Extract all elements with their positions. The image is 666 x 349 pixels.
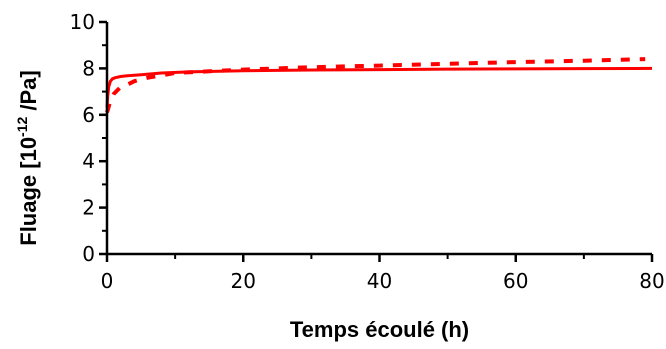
series-line-dashed xyxy=(105,57,646,114)
x-tick-label: 40 xyxy=(367,269,392,293)
y-tick-label: 10 xyxy=(70,10,95,34)
ticks-layer: 0 2 4 6 8 10 0 20 40 60 80 xyxy=(70,10,665,293)
x-tick-label: 0 xyxy=(101,269,114,293)
x-tick-label: 80 xyxy=(639,269,664,293)
y-tick-label: 4 xyxy=(82,149,95,173)
y-tick-label: 2 xyxy=(82,196,95,220)
y-tick-label: 0 xyxy=(82,242,95,266)
y-tick-label: 8 xyxy=(82,56,95,80)
y-tick-label: 6 xyxy=(82,103,95,127)
y-axis-title: Fluage [10-12 /Pa] xyxy=(14,70,41,246)
x-tick-label: 60 xyxy=(503,269,528,293)
y-axis-title-main: Fluage [10 xyxy=(16,137,41,246)
y-axis-title-tail: /Pa] xyxy=(16,70,41,116)
x-tick-label: 20 xyxy=(231,269,256,293)
y-axis-title-superscript: -12 xyxy=(14,116,30,136)
x-axis-title: Temps écoulé (h) xyxy=(290,317,469,342)
series-layer xyxy=(105,57,653,114)
axes-layer xyxy=(105,22,652,256)
series-line-solid xyxy=(105,66,653,108)
